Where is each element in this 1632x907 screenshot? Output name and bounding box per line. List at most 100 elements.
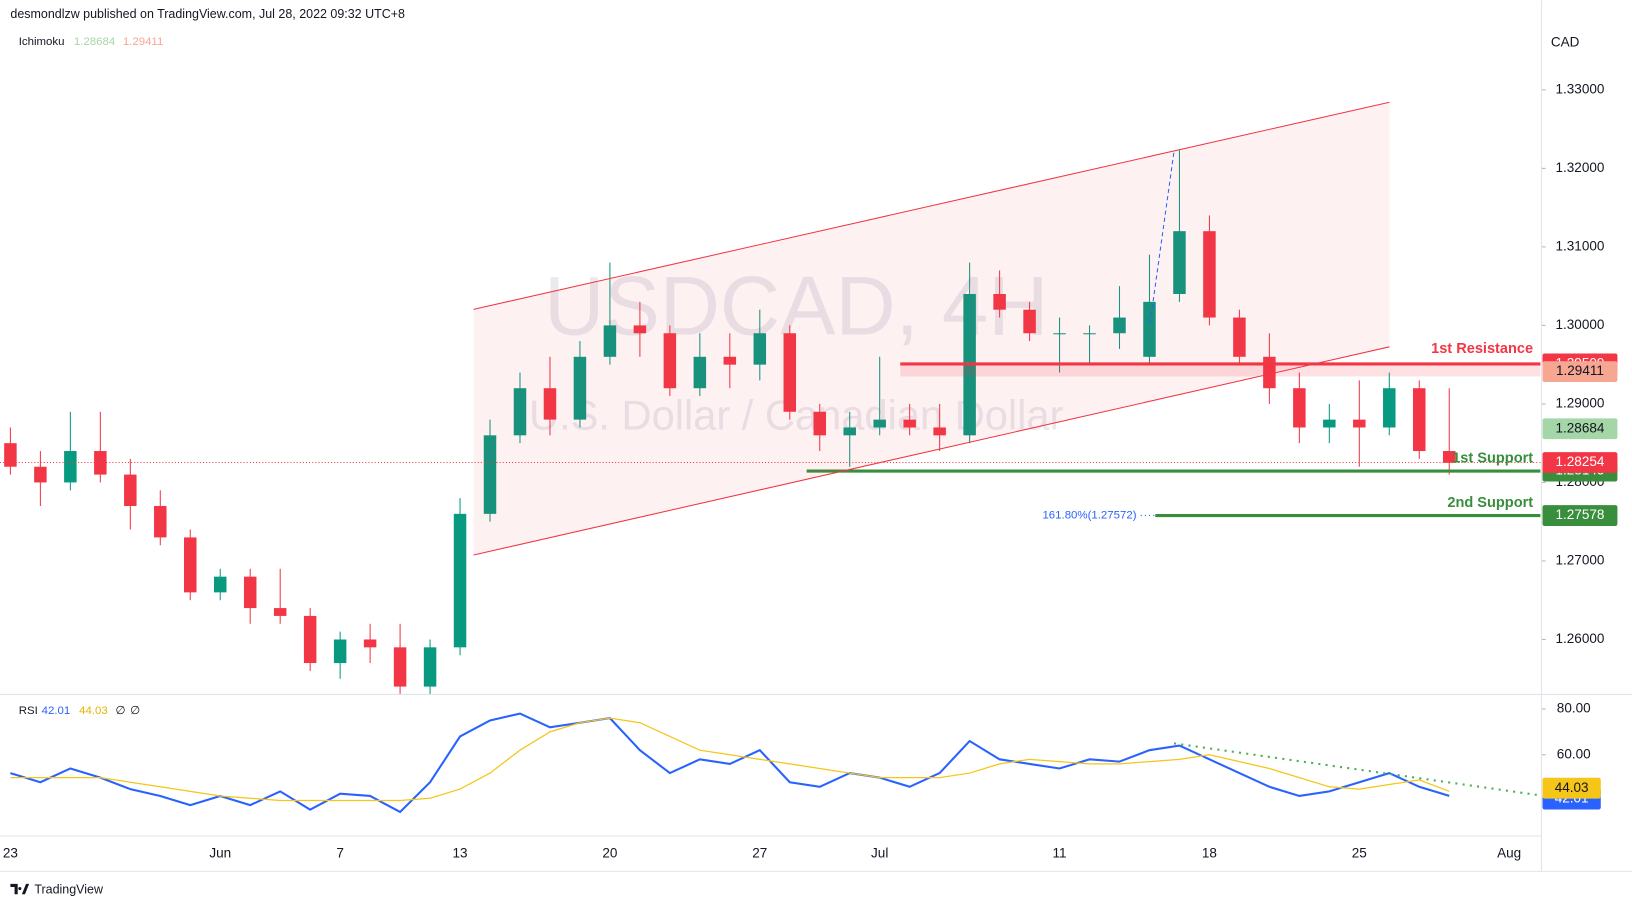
candle-body bbox=[1293, 388, 1306, 428]
candle-body bbox=[1383, 388, 1396, 428]
currency: CAD bbox=[1551, 34, 1580, 49]
x-tick-label: Jun bbox=[209, 845, 231, 860]
rsi-title: RSI bbox=[19, 705, 38, 717]
level-name: 1st Resistance bbox=[1431, 341, 1533, 357]
channel-upper bbox=[473, 101, 1390, 310]
candle-body bbox=[843, 427, 856, 436]
candle-body bbox=[34, 466, 47, 483]
x-tick-label: Jul bbox=[871, 845, 888, 860]
level-name: 1st Support bbox=[1452, 450, 1533, 466]
candle-body bbox=[663, 333, 677, 389]
candle-body bbox=[213, 576, 227, 593]
x-tick-label: 27 bbox=[752, 845, 767, 860]
candle-body bbox=[873, 419, 886, 428]
candle-body bbox=[154, 505, 167, 538]
y-tick-label: 80.00 bbox=[1557, 701, 1591, 716]
candle-body bbox=[1143, 301, 1156, 357]
price-box bbox=[1542, 361, 1618, 383]
brand-name: TradingView bbox=[34, 882, 104, 896]
candle-body bbox=[603, 325, 617, 357]
candle-body bbox=[1442, 451, 1456, 463]
level-name: 2nd Support bbox=[1447, 495, 1533, 511]
candle-body bbox=[1113, 317, 1126, 334]
indicator-name: Ichimoku bbox=[19, 36, 65, 48]
x-tick-label: 20 bbox=[602, 845, 617, 860]
price-box bbox=[1542, 505, 1618, 526]
candle-body bbox=[753, 333, 767, 365]
x-tick-label: 25 bbox=[1352, 845, 1367, 860]
y-tick-label: 1.31000 bbox=[1556, 238, 1605, 253]
rsi-ma-value: 44.03 bbox=[79, 705, 108, 717]
candle-body bbox=[993, 293, 1006, 310]
x-tick-label: 11 bbox=[1053, 845, 1067, 860]
indicator-value: 1.28684 bbox=[74, 36, 116, 48]
x-tick-label: 13 bbox=[453, 845, 468, 860]
price-box bbox=[1542, 418, 1618, 440]
price-box-label: 1.29411 bbox=[1556, 363, 1604, 378]
channel-lower bbox=[473, 346, 1390, 556]
candle-body bbox=[813, 411, 826, 436]
price-box-label: 1.27578 bbox=[1556, 507, 1605, 522]
y-tick-label: 1.30000 bbox=[1556, 317, 1605, 332]
published-note: desmondlzw published on TradingView.com,… bbox=[10, 7, 405, 21]
x-tick-label: 18 bbox=[1202, 845, 1217, 860]
candle-body bbox=[483, 435, 497, 514]
candle-body bbox=[1083, 333, 1096, 335]
y-tick-label: 1.26000 bbox=[1556, 631, 1605, 646]
candle-body bbox=[243, 576, 257, 609]
plot: 1.260001.270001.280001.290001.300001.310… bbox=[0, 81, 1618, 860]
candle-body bbox=[184, 537, 197, 593]
y-tick-label: 1.33000 bbox=[1556, 81, 1605, 96]
rsi-box-label: 44.03 bbox=[1555, 780, 1589, 795]
candle-body bbox=[303, 615, 317, 664]
candle-body bbox=[124, 474, 137, 506]
y-tick-label: 1.27000 bbox=[1556, 553, 1605, 568]
candle-body bbox=[423, 647, 437, 687]
candle-body bbox=[1233, 317, 1246, 357]
indicator-legend: Ichimoku 1.28684 1.29411 bbox=[19, 36, 164, 48]
candle-body bbox=[1173, 231, 1186, 294]
candle-body bbox=[393, 647, 407, 687]
rsi-setting: ∅ bbox=[116, 705, 126, 717]
rsi-legend: RSI 42.01 44.03 ∅ ∅ bbox=[19, 705, 140, 717]
x-tick-label: 7 bbox=[336, 845, 344, 860]
candle-body bbox=[633, 325, 647, 334]
candle-body bbox=[693, 356, 707, 389]
candle-body bbox=[1353, 419, 1366, 428]
resistance-zone bbox=[900, 363, 1541, 377]
brand: TradingView bbox=[10, 882, 104, 896]
x-tick-label: 23 bbox=[3, 845, 18, 860]
y-tick-label: 1.29000 bbox=[1556, 395, 1605, 410]
rsi-line bbox=[10, 717, 1450, 802]
candle-body bbox=[1203, 231, 1216, 318]
price-box bbox=[1542, 452, 1618, 473]
candle-body bbox=[453, 513, 467, 648]
candle-body bbox=[4, 443, 17, 467]
x-tick-label: Aug bbox=[1497, 845, 1521, 860]
y-tick-label: 1.32000 bbox=[1556, 160, 1605, 175]
candle-body bbox=[273, 608, 287, 616]
price-box-label: 1.28684 bbox=[1556, 420, 1605, 435]
candle-body bbox=[573, 356, 587, 420]
candle-body bbox=[363, 639, 377, 648]
candle-body bbox=[1023, 309, 1036, 334]
brand-logo bbox=[10, 883, 30, 895]
rsi-box bbox=[1542, 777, 1601, 799]
candle-body bbox=[513, 388, 527, 436]
price-box-label: 1.28254 bbox=[1556, 454, 1605, 469]
candle-body bbox=[783, 333, 797, 412]
y-tick-label: 60.00 bbox=[1557, 746, 1591, 761]
candle-body bbox=[333, 639, 347, 664]
candle-body bbox=[903, 419, 916, 428]
candle-body bbox=[1323, 419, 1336, 428]
candle-body bbox=[64, 451, 77, 483]
indicator-value: 1.29411 bbox=[123, 36, 163, 48]
candle-body bbox=[723, 356, 737, 365]
rsi-value: 42.01 bbox=[42, 705, 71, 717]
candle-body bbox=[1053, 333, 1066, 335]
rsi-setting: ∅ bbox=[130, 705, 140, 717]
rsi-line bbox=[10, 712, 1450, 814]
